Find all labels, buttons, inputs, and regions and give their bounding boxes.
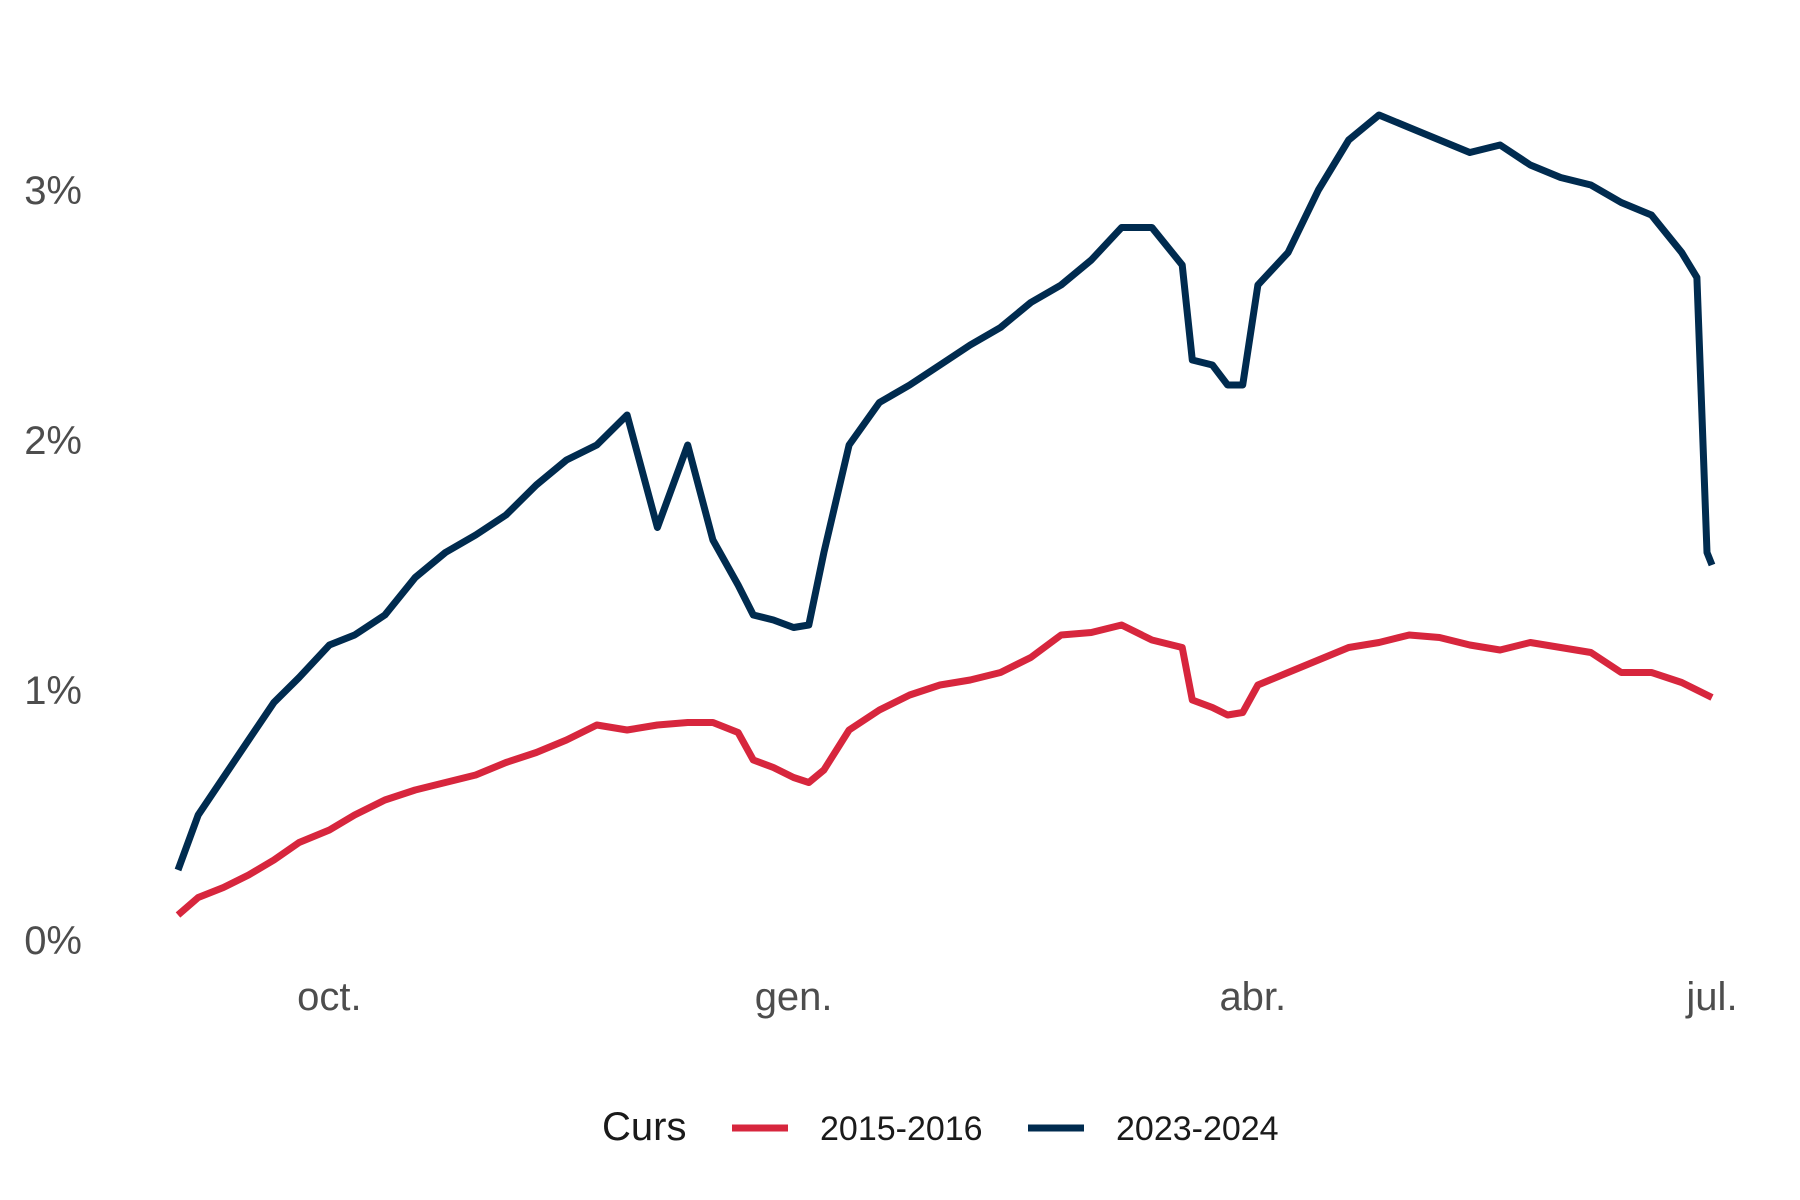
- x-tick-label: oct.: [297, 975, 361, 1019]
- series-line-2015-2016: [175, 621, 1714, 918]
- x-axis-ticks: oct. gen. abr. jul.: [297, 975, 1737, 1019]
- y-tick-label: 1%: [24, 669, 82, 713]
- legend-label-2015-2016: 2015-2016: [820, 1110, 983, 1148]
- y-axis-ticks: 0% 1% 2% 3%: [24, 169, 82, 963]
- legend: Curs 2015-2016 2023-2024: [602, 1105, 1279, 1149]
- y-tick-label: 0%: [24, 919, 82, 963]
- legend-label-2023-2024: 2023-2024: [1116, 1110, 1279, 1148]
- x-tick-label: jul.: [1685, 975, 1737, 1019]
- x-tick-label: abr.: [1219, 975, 1286, 1019]
- y-tick-label: 2%: [24, 419, 82, 463]
- y-tick-label: 3%: [24, 169, 82, 213]
- legend-title: Curs: [602, 1105, 686, 1149]
- series-line-2023-2024: [174, 111, 1716, 872]
- legend-items: 2015-2016 2023-2024: [732, 1110, 1279, 1148]
- x-tick-label: gen.: [755, 975, 833, 1019]
- series-lines: [174, 111, 1716, 918]
